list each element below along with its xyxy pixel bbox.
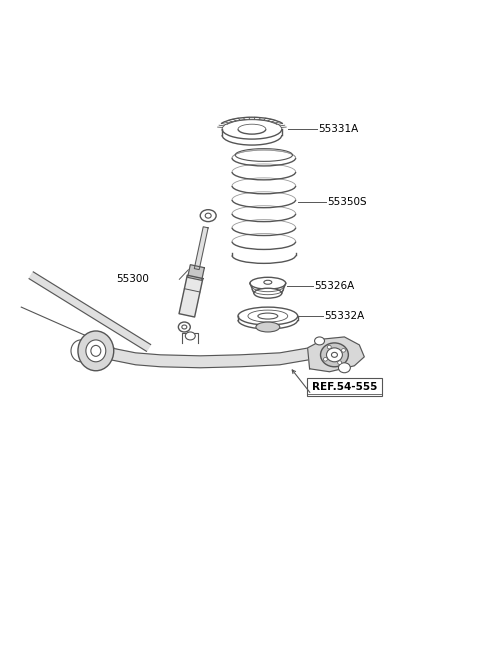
- Ellipse shape: [238, 307, 298, 325]
- Polygon shape: [308, 337, 364, 372]
- Text: REF.54-555: REF.54-555: [312, 382, 377, 392]
- FancyBboxPatch shape: [307, 378, 382, 396]
- Ellipse shape: [338, 361, 342, 364]
- Ellipse shape: [326, 348, 342, 362]
- Ellipse shape: [314, 337, 324, 345]
- Polygon shape: [29, 272, 151, 351]
- Text: 55326A: 55326A: [314, 281, 355, 291]
- Ellipse shape: [200, 210, 216, 221]
- Ellipse shape: [78, 331, 114, 371]
- Ellipse shape: [341, 348, 346, 352]
- Ellipse shape: [324, 358, 327, 361]
- Ellipse shape: [250, 277, 286, 290]
- Text: 55332A: 55332A: [324, 311, 365, 321]
- Ellipse shape: [71, 340, 91, 362]
- Ellipse shape: [327, 345, 331, 349]
- Ellipse shape: [321, 343, 348, 367]
- Text: 55331A: 55331A: [319, 124, 359, 134]
- Ellipse shape: [258, 313, 278, 319]
- Ellipse shape: [254, 288, 282, 298]
- Ellipse shape: [182, 325, 187, 329]
- Ellipse shape: [264, 280, 272, 284]
- Text: 55350S: 55350S: [327, 197, 367, 207]
- Ellipse shape: [256, 322, 280, 332]
- Polygon shape: [96, 339, 354, 367]
- Polygon shape: [179, 275, 203, 317]
- Ellipse shape: [338, 363, 350, 373]
- Text: 55300: 55300: [117, 274, 150, 284]
- Ellipse shape: [179, 322, 190, 332]
- Ellipse shape: [332, 352, 337, 358]
- Ellipse shape: [185, 332, 195, 340]
- Ellipse shape: [91, 345, 101, 356]
- Polygon shape: [194, 227, 208, 270]
- Ellipse shape: [205, 213, 211, 218]
- Ellipse shape: [86, 340, 106, 362]
- Polygon shape: [188, 265, 204, 280]
